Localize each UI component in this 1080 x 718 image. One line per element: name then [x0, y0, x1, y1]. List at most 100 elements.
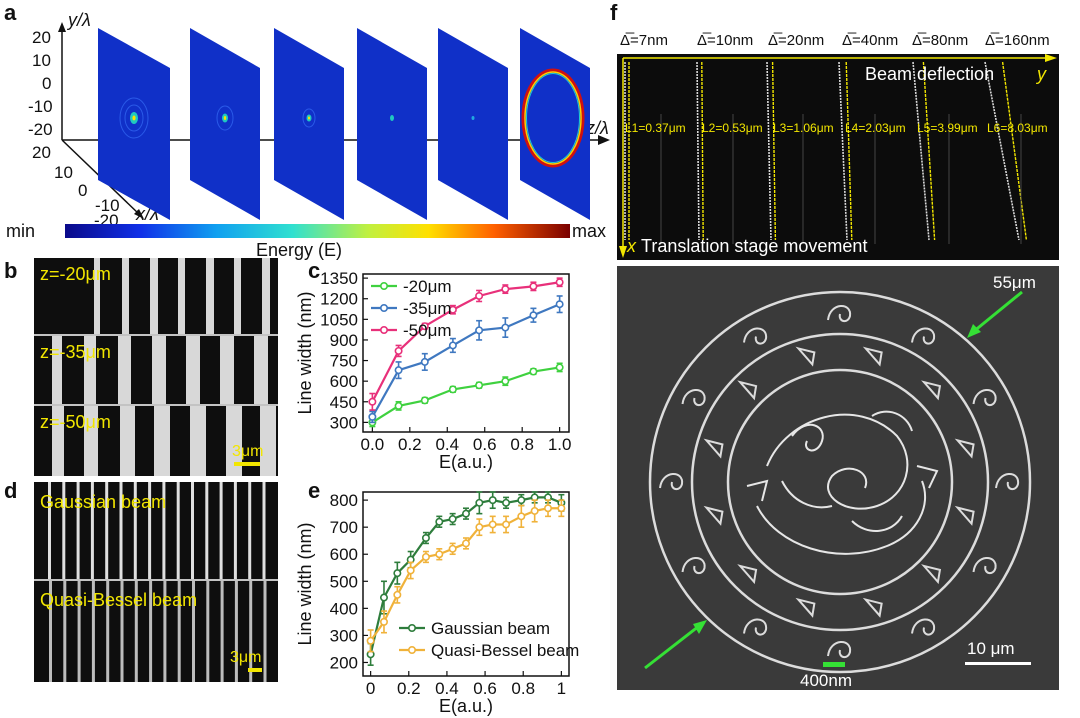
g-notch-7: [737, 380, 758, 401]
chart-e-point-1-5: [435, 550, 444, 559]
d-line-top-3: [90, 482, 94, 579]
chart-e-point-0-8: [475, 498, 484, 507]
f-stripe-5: [984, 61, 1020, 241]
a-x-tick-2: 0: [78, 181, 87, 200]
a-y-tick-1: 10: [32, 51, 51, 70]
g-scroll-11: [972, 389, 997, 406]
chart-c-legend-label-2: -50μm: [403, 321, 452, 340]
chart-c-point-2-3: [448, 305, 457, 314]
d-line-bot-5: [120, 581, 124, 682]
a-y-tick-0: 20: [32, 28, 51, 47]
d-scalebar: [248, 668, 262, 672]
chart-c-series-line-1: [371, 303, 561, 418]
d-line-bot-4: [106, 581, 110, 682]
d-line-bot-15: [263, 581, 267, 682]
chart-c-point-2-5: [501, 285, 510, 294]
chart-c-point-1-3: [448, 341, 457, 350]
chart-e-xtick-label-3: 0.6: [473, 679, 497, 698]
d-line-top-11: [205, 482, 209, 579]
chart-e-xtick-label-1: 0.2: [397, 679, 421, 698]
f-length-6: L6=8.03μm: [987, 121, 1048, 135]
f-stripe-guide-2: [771, 61, 777, 241]
f-stripe-guide-4: [922, 61, 936, 241]
chart-e-xlabel: E(a.u.): [439, 696, 493, 716]
chart-c-point-1-7: [555, 300, 564, 309]
panel-letter-c: c: [308, 258, 321, 283]
chart-e-legend-label-1: Quasi-Bessel beam: [431, 641, 579, 660]
f-stripe-3: [838, 61, 848, 241]
chart-e-point-0-11: [517, 496, 526, 505]
d-line-top-5: [119, 482, 123, 579]
a-colorbar-max: max: [572, 221, 606, 241]
chart-e-point-1-7: [462, 539, 471, 548]
chart-c-ylabel: Line width (nm): [295, 291, 315, 414]
d-line-bot-3: [91, 581, 95, 682]
g-scroll-2: [911, 618, 936, 636]
g-notch-5: [703, 505, 724, 526]
d-line-bot-12: [220, 581, 224, 682]
d-label-bessel: Quasi-Bessel beam: [40, 590, 197, 610]
a-slice-4: [357, 28, 427, 220]
d-line-bot-9: [177, 581, 181, 682]
a-colorbar-label: Energy (E): [256, 240, 342, 260]
chart-c-legend-marker-0: [380, 281, 389, 290]
d-line-top-0: [48, 482, 51, 579]
d-scalebar-label: 3μm: [230, 649, 261, 666]
g-scroll-7: [681, 389, 706, 406]
a-y-axis-label: y/λ: [66, 10, 91, 30]
g-notch-10: [921, 380, 942, 401]
chart-e-point-1-4: [421, 552, 430, 561]
chart-c-point-2-4: [475, 291, 484, 300]
a-x-tick-0: 20: [32, 143, 51, 162]
f-stripe-guide-5: [1001, 61, 1028, 241]
chart-c-ytick-label-6: 1200: [320, 290, 358, 309]
chart-c-legend-label-0: -20μm: [403, 277, 452, 296]
a-slice-2: [190, 28, 260, 220]
chart-c-point-0-6: [529, 367, 538, 376]
d-line-top-6: [133, 482, 137, 579]
g-scroll-0: [995, 473, 1020, 490]
chart-c-series-line-2: [371, 281, 560, 403]
f-stripe-4: [912, 61, 930, 241]
g-arrow-55: [972, 290, 1023, 334]
f-x-label: x: [626, 236, 637, 256]
d-line-bot-2: [77, 581, 81, 682]
chart-e-ytick-label-6: 800: [330, 491, 358, 510]
chart-c-point-1-5: [501, 323, 510, 332]
chart-c-xtick-label-2: 0.4: [435, 435, 459, 454]
g-label-400: 400nm: [800, 671, 852, 690]
f-length-4: L4=2.03μm: [845, 121, 906, 135]
d-line-top-14: [248, 482, 252, 579]
chart-c-legend-marker-2: [380, 326, 389, 335]
f-delta-4: Δ̅=40nm: [842, 32, 899, 49]
chart-e-point-1-12: [530, 506, 539, 515]
chart-e-ytick-label-1: 300: [330, 626, 358, 645]
g-notch-9: [862, 346, 883, 367]
d-line-top-4: [105, 482, 109, 579]
chart-c-ytick-label-5: 1050: [320, 310, 358, 329]
b-scalebar: [234, 462, 260, 466]
chart-c-ytick-label-0: 300: [330, 413, 358, 432]
chart-e-point-0-4: [421, 533, 430, 542]
chart-c-point-2-1: [394, 346, 403, 355]
a-colorbar: [65, 224, 570, 238]
f-delta-3: Δ̅=20nm: [768, 32, 825, 49]
panel-letter-f: f: [610, 0, 618, 25]
g-notch-8: [795, 346, 816, 367]
chart-c-point-1-4: [475, 326, 484, 335]
chart-e-point-0-7: [462, 509, 471, 518]
f-delta-1: Δ̅=7nm: [620, 32, 668, 49]
a-slice-1: [98, 28, 170, 220]
chart-c-point-0-1: [394, 401, 403, 410]
d-line-top-12: [219, 482, 223, 579]
d-line-bot-11: [206, 581, 210, 682]
chart-c-legend-marker-1: [380, 303, 389, 312]
f-stripe-guide-1: [701, 61, 704, 241]
f-length-3: L3=1.06μm: [773, 121, 834, 135]
chart-c-xtick-label-5: 1.0: [548, 435, 572, 454]
g-notch-4: [737, 564, 758, 585]
chart-e-xtick-label-5: 1: [557, 679, 566, 698]
a-slice-6: [520, 28, 590, 220]
f-delta-6: Δ̅=160nm: [985, 32, 1050, 49]
